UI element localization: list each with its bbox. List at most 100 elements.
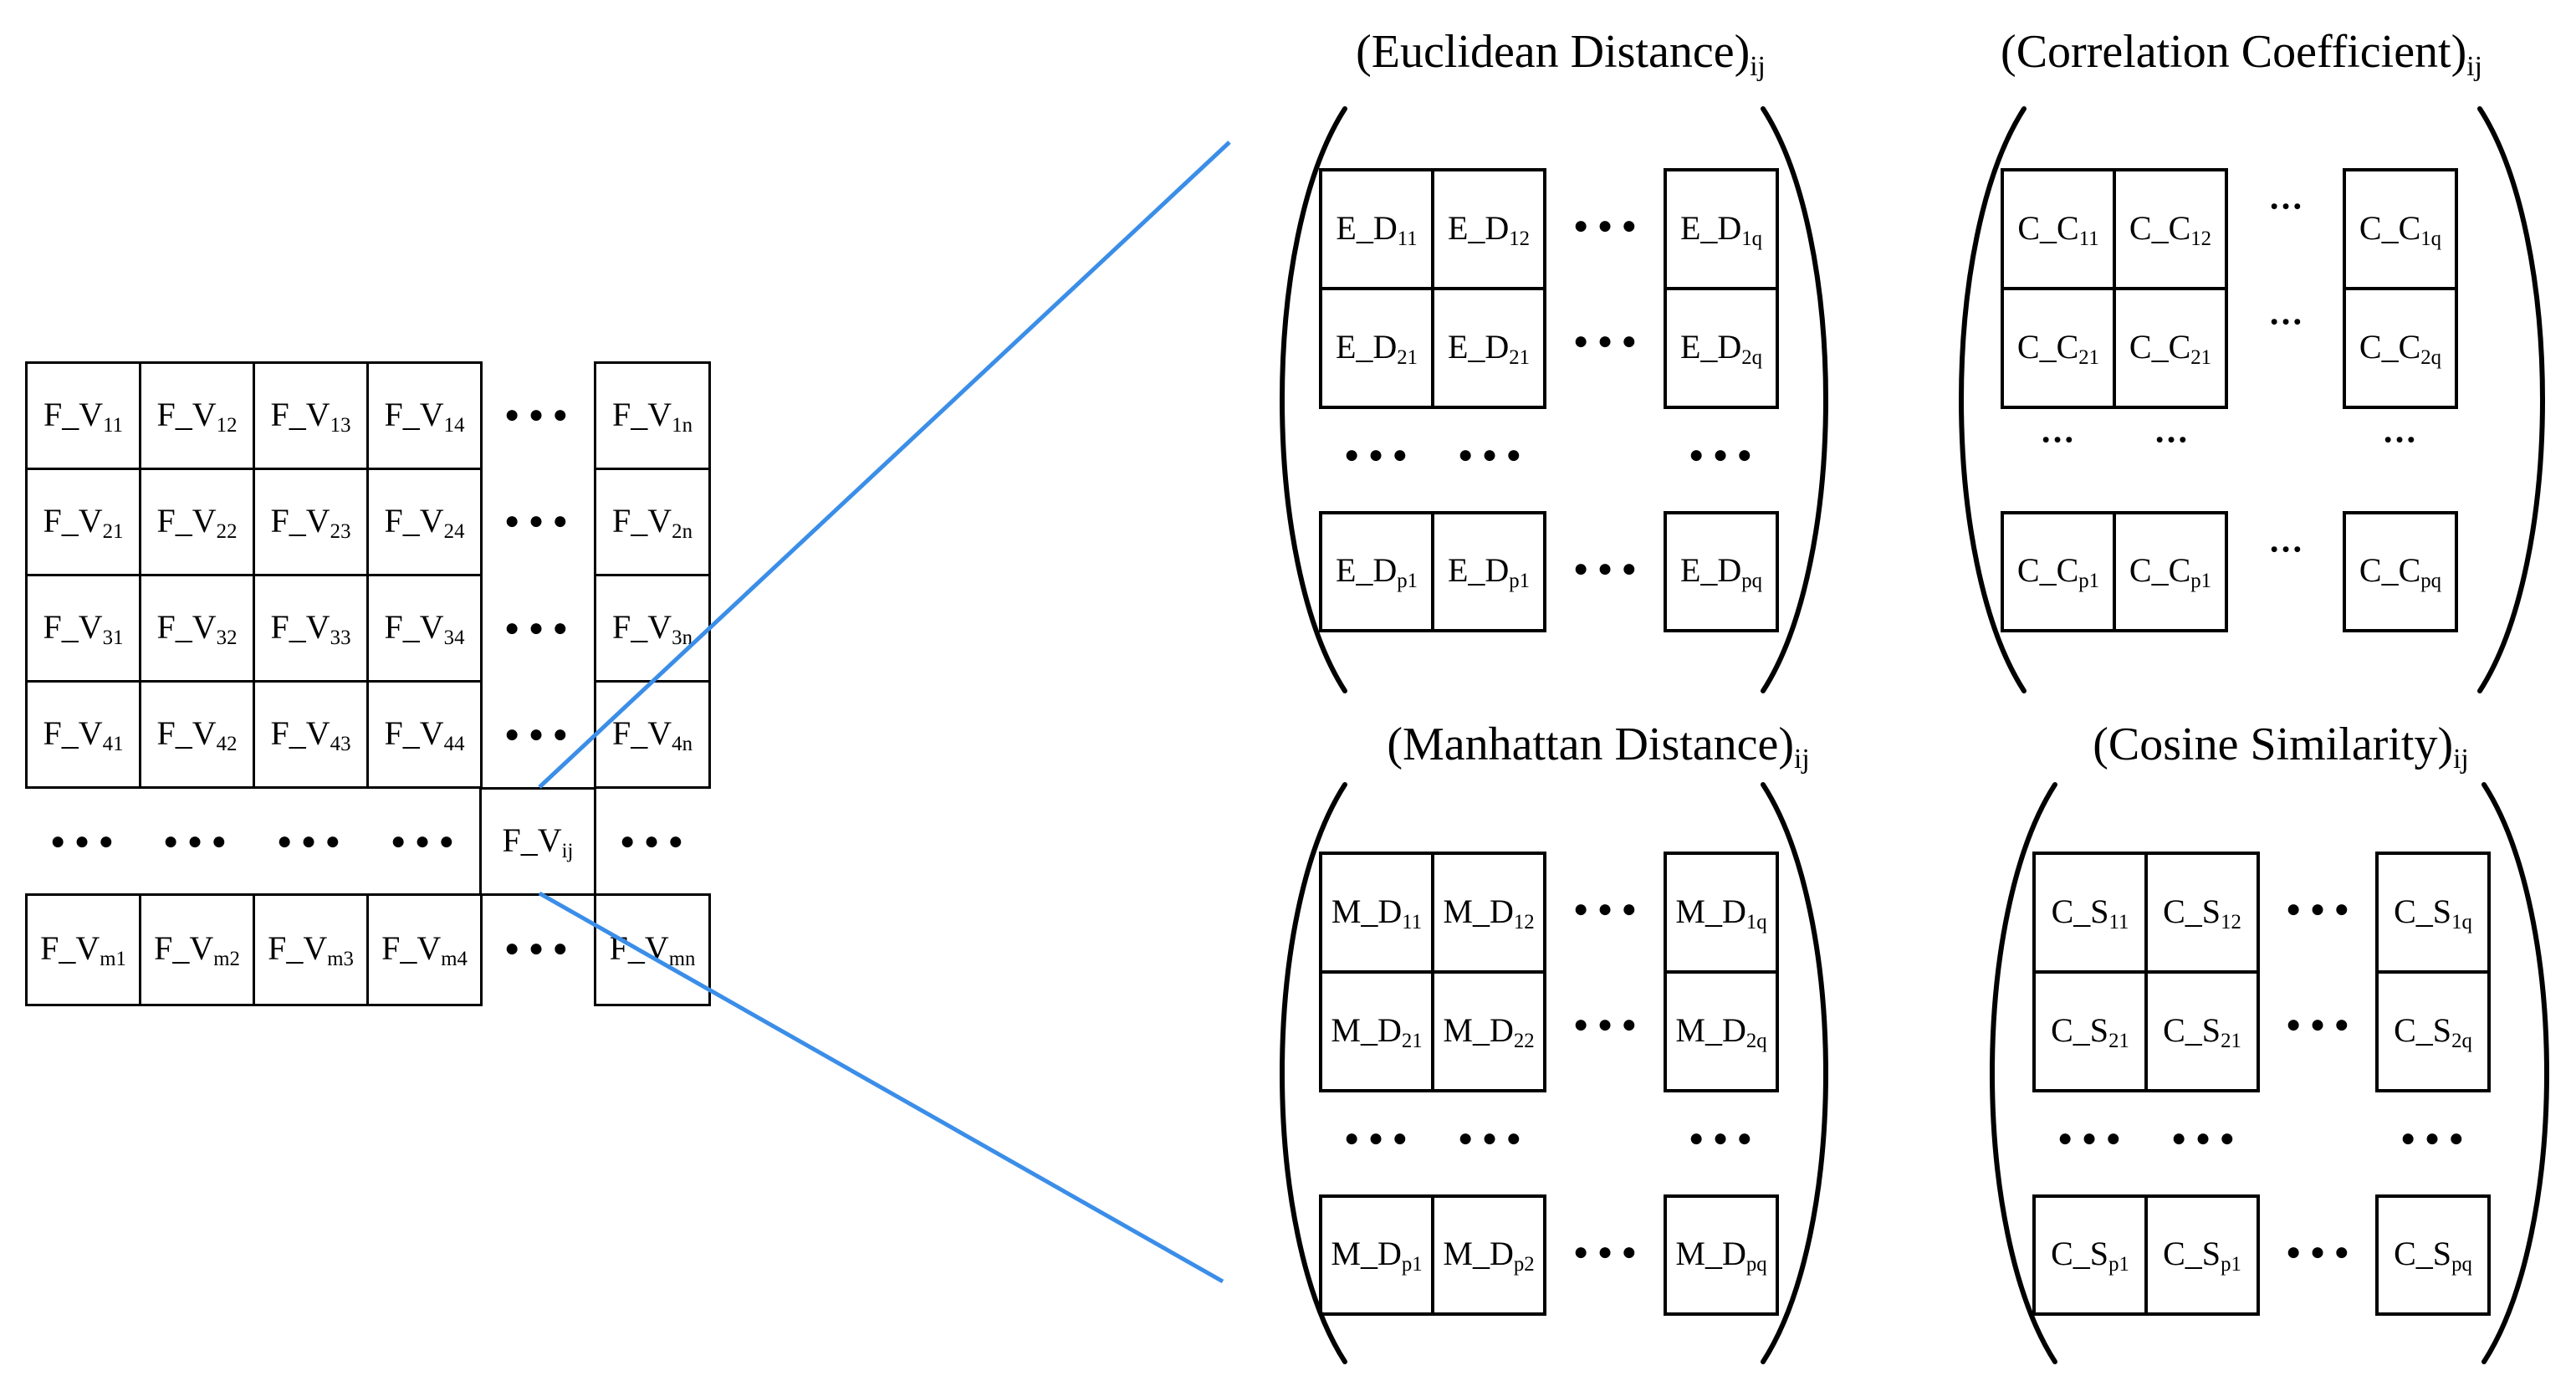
matrix-cell: F_Vm4	[366, 893, 483, 1006]
matrix-cell: E_D21	[1431, 287, 1546, 409]
cell-label: C_Sp1	[2163, 1235, 2241, 1276]
cell-label: M_D12	[1443, 892, 1535, 933]
euclidean-distance-title: (Euclidean Distance)ij	[1356, 26, 1766, 83]
ellipsis-dots: ●●●	[1574, 217, 1648, 234]
cell-label: C_S21	[2051, 1010, 2129, 1052]
ellipsis-dots: ●●●	[391, 833, 465, 850]
cell-label: C_Cp1	[2129, 551, 2212, 592]
cell-label: C_C1q	[2359, 208, 2442, 250]
matrix-cell: C_Cpq	[2343, 511, 2458, 632]
matrix-cell: C_Spq	[2375, 1194, 2491, 1316]
cosine-similarity-last-column: C_S1q C_S2q	[2375, 852, 2491, 1092]
cell-label: M_D21	[1331, 1010, 1423, 1052]
cell-label: E_D12	[1447, 208, 1531, 250]
matrix-cell: F_V1n	[594, 361, 711, 470]
matrix-cell: F_V33	[253, 574, 369, 683]
ellipsis-dots: ●●●	[1689, 447, 1763, 463]
ellipsis-dots: ●●●	[1345, 447, 1418, 463]
euclidean-distance-main-grid: E_D11 E_D12 E_D21 E_D21	[1319, 168, 1546, 409]
matrix-cell: F_V34	[366, 574, 483, 683]
matrix-cell: F_V14	[366, 361, 483, 470]
cell-label: E_D21	[1335, 327, 1418, 369]
manhattan-distance-main-grid: M_D11 M_D12 M_D21 M_D22	[1319, 852, 1546, 1092]
cell-label: E_Dp1	[1335, 551, 1418, 592]
matrix-cell: C_Cp1	[2113, 511, 2228, 632]
ellipsis-dots: ●●●	[2401, 1130, 2475, 1147]
correlation-coefficient-bottom-row: C_Cp1 C_Cp1	[2001, 511, 2228, 632]
ellipsis-dots: ●●●	[505, 620, 579, 637]
matrix-cell: C_Cp1	[2001, 511, 2116, 632]
matrix-cell: C_S11	[2032, 852, 2148, 974]
matrix-cell: E_D21	[1319, 287, 1434, 409]
cell-label: F_V3n	[612, 607, 693, 649]
matrix-cell: E_Dpq	[1664, 511, 1779, 632]
matrix-cell: C_C11	[2001, 168, 2116, 290]
ellipsis-dots: ●●●	[278, 833, 351, 850]
matrix-cell: M_D12	[1431, 852, 1546, 974]
matrix-cell: F_V31	[25, 574, 141, 683]
correlation-coefficient-main-grid: C_C11 C_C12 C_C21 C_C21	[2001, 168, 2228, 409]
cosine-similarity-main-grid: C_S11 C_S12 C_S21 C_S21	[2032, 852, 2260, 1092]
cell-label: F_V12	[156, 395, 238, 437]
ellipsis-dots: ●●●	[2271, 545, 2306, 554]
cell-label: F_V11	[43, 395, 124, 437]
cell-label: F_V34	[384, 607, 465, 649]
cell-label: F_V33	[270, 607, 351, 649]
cosine-similarity-right-bracket	[2481, 782, 2549, 1364]
matrix-cell: C_S21	[2032, 970, 2148, 1092]
cell-label: F_Vm2	[154, 929, 240, 970]
cell-label: C_C11	[2017, 208, 2099, 250]
matrix-cell: C_C21	[2113, 287, 2228, 409]
cell-label: F_V21	[43, 501, 124, 543]
ellipsis-dots: ●●●	[2042, 436, 2078, 444]
cell-label: M_Dp1	[1331, 1235, 1423, 1276]
ellipsis-dots: ●●●	[2384, 436, 2420, 444]
matrix-cell: M_Dpq	[1664, 1194, 1779, 1316]
correlation-coefficient-title: (Correlation Coefficient)ij	[2001, 26, 2482, 83]
ellipsis-dots: ●●●	[2156, 436, 2191, 444]
matrix-cell: M_Dp1	[1319, 1194, 1434, 1316]
matrix-cell: F_V32	[139, 574, 255, 683]
ellipsis-dots: ●●●	[2058, 1130, 2132, 1147]
manhattan-distance-bottom-row: M_Dp1 M_Dp2	[1319, 1194, 1546, 1316]
ellipsis-dots: ●●●	[1459, 447, 1532, 463]
cell-label: M_D2q	[1675, 1010, 1767, 1052]
matrix-cell: E_Dp1	[1319, 511, 1434, 632]
matrix-cell: C_Sp1	[2032, 1194, 2148, 1316]
cell-label: F_V32	[156, 607, 238, 649]
cell-label: M_D22	[1443, 1010, 1535, 1052]
cell-label: F_V13	[270, 395, 351, 437]
ellipsis-dots: ●●●	[1574, 560, 1648, 577]
ellipsis-dots: ●●●	[1689, 1130, 1763, 1147]
matrix-cell: M_D2q	[1664, 970, 1779, 1092]
cell-label: F_Vm3	[268, 929, 354, 970]
matrix-cell: E_D1q	[1664, 168, 1779, 290]
cell-label: C_S2q	[2394, 1010, 2472, 1052]
ellipsis-dots: ●●●	[505, 940, 579, 957]
matrix-cell: F_V12	[139, 361, 255, 470]
feature-matrix-main-grid: F_V11 F_V12 F_V13 F_V14 F_V21 F_V22 F_V23 F_V24…	[25, 361, 483, 789]
ellipsis-dots: ●●●	[2172, 1130, 2246, 1147]
euclidean-distance-bottom-row: E_Dp1 E_Dp1	[1319, 511, 1546, 632]
cell-label: E_D11	[1336, 208, 1418, 250]
ellipsis-dots: ●●●	[2287, 1243, 2360, 1261]
cell-label: F_V2n	[612, 501, 693, 543]
matrix-cell: F_V23	[253, 468, 369, 576]
euclidean-distance-last-column: E_D1q E_D2q	[1664, 168, 1779, 409]
cell-label: F_V44	[384, 714, 465, 755]
cell-label: C_C21	[2016, 327, 2100, 369]
matrix-cell: M_D1q	[1664, 852, 1779, 974]
ellipsis-dots: ●●●	[51, 833, 125, 850]
cell-label: E_D1q	[1679, 208, 1763, 250]
feature-matrix-center-cell: F_Vij	[479, 787, 596, 896]
cell-label: M_D1q	[1675, 892, 1767, 933]
matrix-cell: F_V24	[366, 468, 483, 576]
matrix-cell: F_V43	[253, 680, 369, 789]
cell-label: M_D11	[1331, 892, 1423, 933]
ellipsis-dots: ●●●	[1345, 1130, 1418, 1147]
matrix-cell: F_V11	[25, 361, 141, 470]
cell-label: C_C12	[2129, 208, 2212, 250]
cell-label: F_V24	[384, 501, 465, 543]
matrix-cell: M_D22	[1431, 970, 1546, 1092]
